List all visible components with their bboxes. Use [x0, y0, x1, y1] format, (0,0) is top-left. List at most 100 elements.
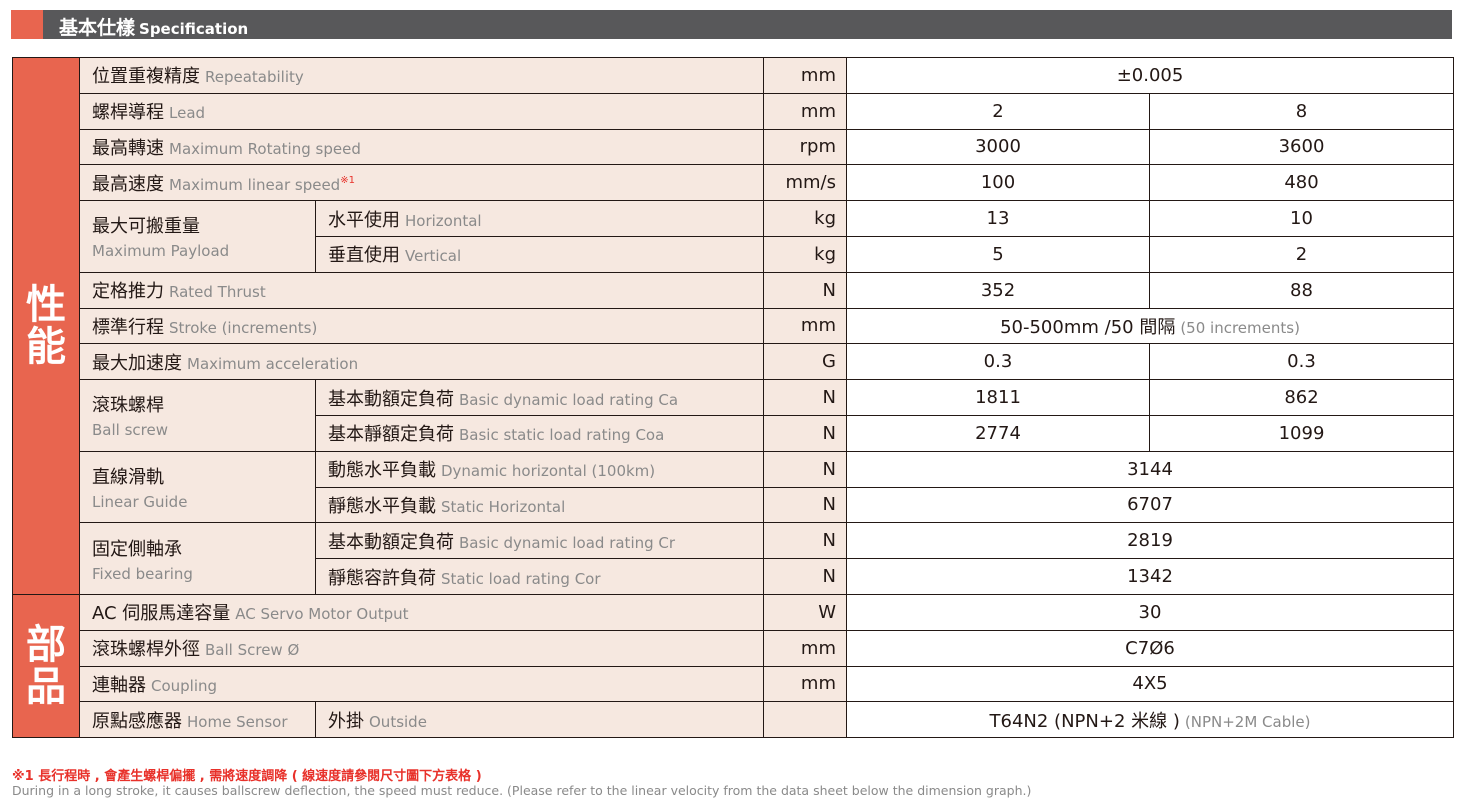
value-en: (NPN+2M Cable) — [1184, 712, 1311, 731]
value-cell: 1099 — [1149, 414, 1454, 452]
label-en: Lead — [169, 104, 206, 123]
value-text: C7Ø6 — [1125, 637, 1175, 659]
label-en: Stroke (increments) — [169, 318, 318, 337]
label-zh: 最高轉速 — [92, 137, 164, 159]
label-zh: 基本靜額定負荷 — [328, 424, 454, 446]
label-en: Ball screw — [92, 421, 168, 440]
row-label: 位置重複精度 Repeatability — [79, 57, 764, 94]
value-cell: 4X5 — [846, 665, 1454, 703]
unit-cell: N — [763, 379, 847, 416]
unit-cell: mm — [763, 57, 847, 94]
label-zh: 最高速度 — [92, 173, 164, 195]
label-zh: 滾珠螺桿外徑 — [92, 639, 200, 661]
table-row: 靜態容許負荷 Static load rating Cor N 1342 — [13, 558, 1454, 595]
unit-cell: mm — [763, 307, 847, 345]
footnote-mark: ※1 — [340, 174, 355, 186]
row-label: 外掛 Outside — [315, 701, 764, 739]
value-text: 30 — [1138, 601, 1162, 623]
side-label: 原點感應器 Home Sensor — [79, 701, 316, 739]
label-zh: 動態水平負載 — [328, 460, 436, 482]
label-zh: 螺桿導程 — [92, 102, 164, 124]
label-en: Maximum Rotating speed — [169, 139, 361, 158]
value-text: 50-500mm /50 間隔 — [1000, 316, 1176, 338]
table-row: 固定側軸承 Fixed bearing 基本動額定負荷 Basic dynamic l… — [13, 522, 1454, 595]
unit-cell: W — [763, 593, 847, 631]
label-zh: 定格推力 — [92, 281, 164, 303]
value-text: 6707 — [1127, 494, 1173, 516]
unit-cell: N — [763, 558, 847, 595]
table-row: 螺桿導程 Lead mm 2 8 — [13, 92, 1454, 130]
label-en: Vertical — [405, 247, 462, 266]
unit-cell: N — [763, 486, 847, 524]
label-zh: AC 伺服馬達容量 — [92, 603, 231, 625]
value-text: 2819 — [1127, 530, 1173, 552]
value-cell: 50-500mm /50 間隔 (50 increments) — [846, 307, 1454, 345]
label-zh: 固定側軸承 — [92, 538, 182, 560]
label-en: Coupling — [151, 676, 218, 695]
label-en: Rated Thrust — [169, 283, 266, 302]
label-zh: 垂直使用 — [328, 245, 400, 267]
value-cell: 3600 — [1149, 128, 1454, 166]
label-en: Basic static load rating Coa — [459, 426, 665, 445]
label-en: Fixed bearing — [92, 564, 193, 583]
value-cell: 2819 — [846, 522, 1454, 560]
table-row: 最高轉速 Maximum Rotating speed rpm 3000 3600 — [13, 128, 1454, 166]
parent-label: 最大可搬重量 Maximum Payload — [79, 200, 316, 273]
value-cell: 3144 — [846, 450, 1454, 488]
spec-table: 性能 位置重複精度 Repeatability mm ±0.005 螺桿導程 Lead mm 2… — [12, 57, 1454, 739]
label-zh: 基本動額定負荷 — [328, 388, 454, 410]
label-en: AC Servo Motor Output — [235, 605, 409, 624]
value-text: T64N2 (NPN+2 米線 ) — [989, 710, 1180, 732]
label-zh: 連軸器 — [92, 674, 146, 696]
table-row: 靜態水平負載 Static Horizontal N 6707 — [13, 486, 1454, 524]
unit-cell: mm/s — [763, 164, 847, 202]
unit-cell: kg — [763, 200, 847, 237]
section-header: 基本仕樣 Specification — [11, 10, 1452, 39]
unit-cell: mm — [763, 629, 847, 667]
row-label: 最大加速度 Maximum acceleration — [79, 343, 764, 381]
table-row: 定格推力 Rated Thrust N 352 88 — [13, 271, 1454, 309]
value-cell: 100 — [846, 164, 1150, 202]
value-cell: 6707 — [846, 486, 1454, 524]
table-row: 標準行程 Stroke (increments) mm 50-500mm /50 間隔… — [13, 307, 1454, 345]
unit-cell: rpm — [763, 128, 847, 166]
row-label: AC 伺服馬達容量 AC Servo Motor Output — [79, 593, 764, 631]
value-cell: 1342 — [846, 558, 1454, 595]
label-zh: 原點感應器 — [92, 710, 182, 732]
label-zh: 水平使用 — [328, 209, 400, 231]
value-text: 1342 — [1127, 566, 1173, 588]
row-label: 靜態容許負荷 Static load rating Cor — [315, 558, 764, 595]
value-cell: 88 — [1149, 271, 1454, 309]
table-row: 滾珠螺桿 Ball screw 基本動額定負荷 Basic dynamic load … — [13, 379, 1454, 452]
group-performance: 性能 — [12, 57, 80, 595]
row-label: 定格推力 Rated Thrust — [79, 271, 764, 309]
value-cell: 862 — [1149, 379, 1454, 416]
label-zh: 靜態水平負載 — [328, 495, 436, 517]
value-cell: 0.3 — [846, 343, 1150, 381]
group-parts: 部品 — [12, 593, 80, 739]
value-cell: 30 — [846, 593, 1454, 631]
title-zh: 基本仕樣 — [59, 17, 136, 39]
unit-cell: N — [763, 271, 847, 309]
unit-cell: mm — [763, 665, 847, 703]
label-en: Repeatability — [205, 68, 304, 87]
table-row: 連軸器 Coupling mm 4X5 — [13, 665, 1454, 703]
label-en: Horizontal — [405, 211, 482, 230]
table-row: 原點感應器 Home Sensor 外掛 Outside T64N2 (NPN+2 米線… — [13, 701, 1454, 739]
value-cell: 0.3 — [1149, 343, 1454, 381]
unit-cell — [763, 701, 847, 739]
label-zh: 最大可搬重量 — [92, 216, 200, 238]
value-cell: C7Ø6 — [846, 629, 1454, 667]
label-zh: 最大加速度 — [92, 352, 182, 374]
value-text: ±0.005 — [1116, 64, 1184, 86]
value-cell: 480 — [1149, 164, 1454, 202]
row-label: 最高速度 Maximum linear speed※1 — [79, 164, 764, 202]
value-cell: 5 — [846, 235, 1150, 273]
label-en: Home Sensor — [187, 712, 288, 731]
unit-cell: N — [763, 522, 847, 560]
row-label: 水平使用 Horizontal — [315, 200, 764, 237]
value-cell: 3000 — [846, 128, 1150, 166]
value-cell: 2 — [846, 92, 1150, 130]
row-label: 動態水平負載 Dynamic horizontal (100km) — [315, 450, 764, 488]
section-title: 基本仕樣 Specification — [59, 13, 248, 40]
